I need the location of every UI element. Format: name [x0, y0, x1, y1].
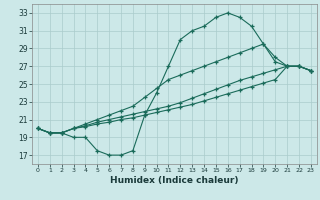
X-axis label: Humidex (Indice chaleur): Humidex (Indice chaleur) [110, 176, 239, 185]
